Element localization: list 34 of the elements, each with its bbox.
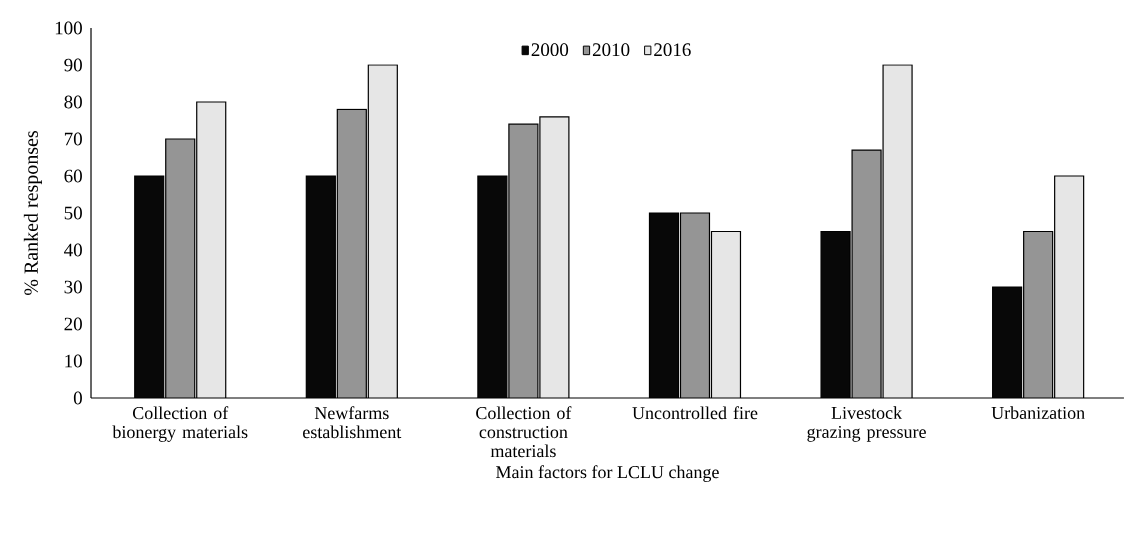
y-tick-label: 20 xyxy=(64,317,82,331)
legend-label: 2016 xyxy=(654,43,691,57)
x-tick-label: Livestock grazing pressure xyxy=(807,406,926,442)
y-axis-title: % Ranked responses xyxy=(23,130,42,296)
bar xyxy=(196,101,226,398)
y-tick-label: 80 xyxy=(64,95,82,109)
bar xyxy=(680,212,710,398)
x-tick-label: Uncontrolled fire xyxy=(632,406,758,420)
y-tick-label: 60 xyxy=(64,169,82,183)
bar xyxy=(508,124,538,398)
bar xyxy=(883,64,913,398)
y-tick-label: 90 xyxy=(64,58,82,72)
x-tick-label: Collection of construction materials xyxy=(476,406,572,458)
bar xyxy=(368,64,398,398)
x-tick-label: Collection of bionergy materials xyxy=(112,406,248,442)
y-tick-label: 100 xyxy=(55,21,82,35)
y-tick-label: 70 xyxy=(64,132,82,146)
x-tick-label: Urbanization xyxy=(991,406,1085,419)
bar xyxy=(1023,230,1054,398)
y-tick-label: 30 xyxy=(64,280,82,294)
legend-label: 2010 xyxy=(592,43,630,57)
bar xyxy=(539,116,569,398)
x-axis-title: Main factors for LCLU change xyxy=(496,465,719,482)
y-tick-label: 0 xyxy=(73,391,82,405)
legend-label: 2000 xyxy=(531,43,569,57)
y-tick-label: 50 xyxy=(64,206,82,220)
bar xyxy=(711,231,741,398)
y-tick-label: 40 xyxy=(64,243,82,257)
bar xyxy=(1054,175,1085,398)
bar xyxy=(852,150,882,398)
bar xyxy=(165,138,195,398)
x-tick-label: Newfarms establishment xyxy=(303,406,402,439)
bar xyxy=(337,109,367,398)
y-tick-label: 10 xyxy=(65,354,82,368)
